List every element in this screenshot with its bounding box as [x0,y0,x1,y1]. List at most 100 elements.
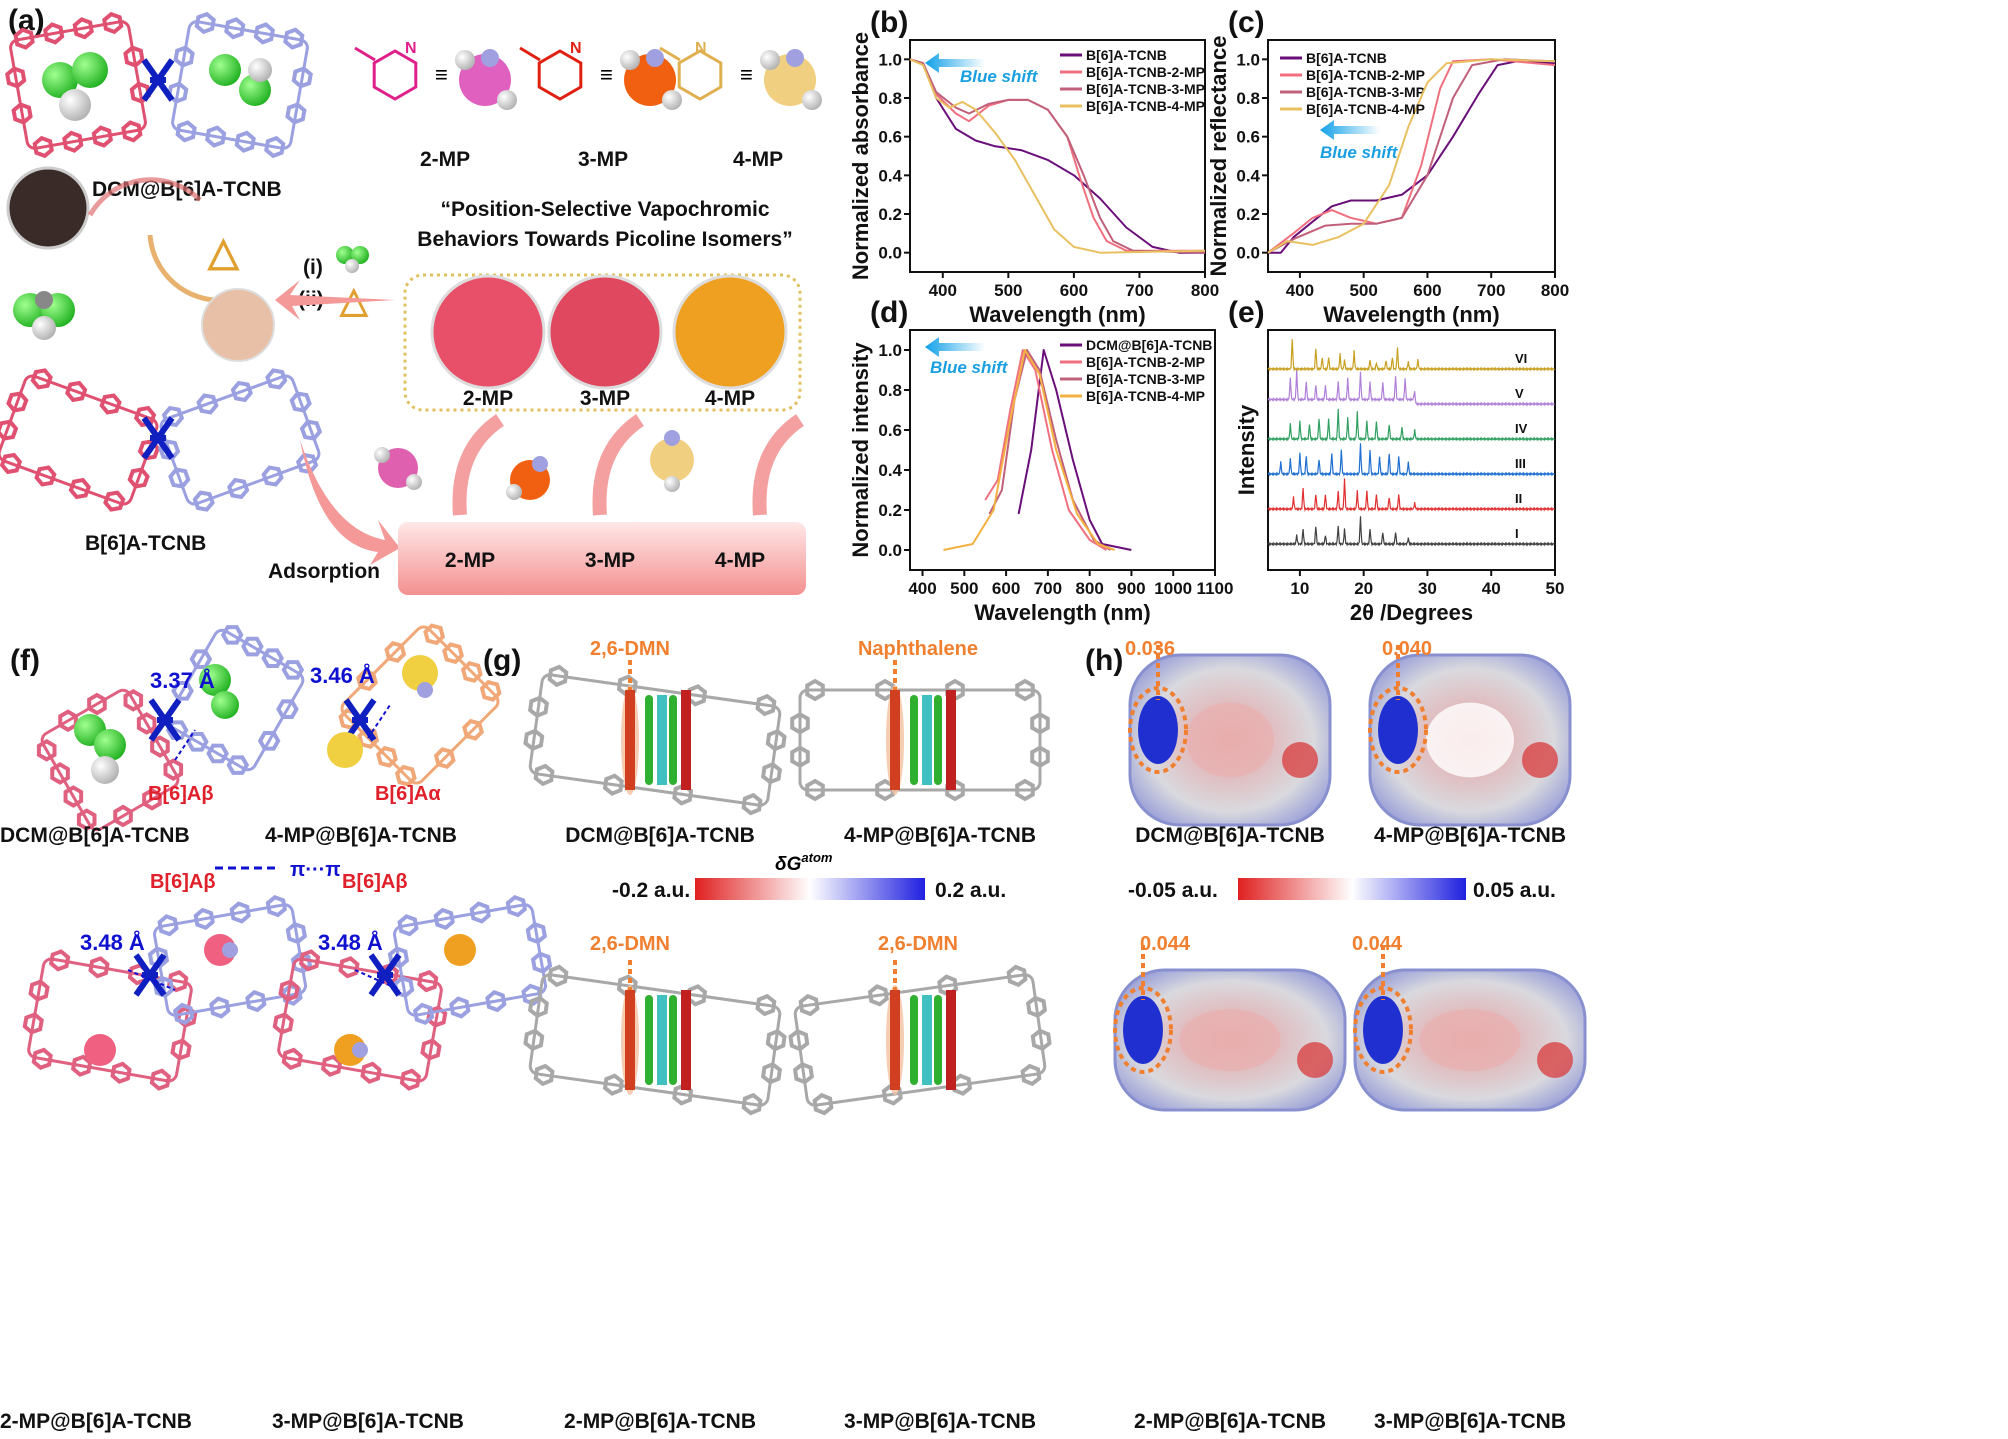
x-tick-label: 500 [1349,281,1377,300]
panel-g-label: (g) [483,644,521,677]
powder-label-4mp: 4-MP [705,387,755,410]
y-axis-label: Normalized intensity [848,342,873,558]
macrocycle [0,368,161,512]
series-line-1 [1017,349,1132,551]
atom-sphere [352,1042,368,1058]
legend-label: B[6]A-TCNB-3-MP [1086,81,1205,97]
guest-molecule [625,690,635,790]
x-axis-label: Wavelength (nm) [1323,302,1499,327]
y-tick-label: 0.0 [878,541,902,560]
x-tick-label: 800 [1541,281,1569,300]
guest-label-3: 2,6-DMN [590,933,670,955]
ring [1015,778,1035,802]
macrocycle [157,368,323,512]
isosurface [910,695,918,785]
x-tick-label: 30 [1418,579,1437,598]
chart-d: (d) 400 500 600 700 800 900 1000 1100 0.0 0.2 0.4 0.… [848,296,1233,625]
ring [805,778,825,802]
dcm-complex-structure [5,11,313,159]
caption-g-2: 4-MP@B[6]A-TCNB [844,824,1036,847]
ring [136,712,157,735]
esp-red-region [1297,1042,1333,1078]
ring [253,22,275,45]
y-tick-label: 0.6 [878,421,902,440]
ring [298,949,321,972]
ring [70,1054,93,1077]
legend-label: B[6]A-TCNB [1086,47,1167,63]
ring [30,368,53,390]
ring [433,907,455,930]
x-axis-label: Wavelength (nm) [974,600,1150,625]
ring [442,642,464,665]
distance-4: 3.48 Å [318,929,383,955]
x-tick-label: 700 [1125,281,1153,300]
pi-pi-contact [174,729,196,761]
panel-label: (b) [870,6,908,39]
ring [283,27,305,50]
plot-frame [1267,329,1556,571]
tcnb-icon [148,698,182,742]
isosurface [934,995,942,1085]
legend-label: B[6]A-TCNB-2-MP [1086,64,1205,80]
ring [224,17,246,40]
ring [755,993,777,1017]
ring [812,1092,834,1116]
esp-surface-2 [1368,645,1572,827]
atom-sphere [91,756,119,784]
x-tick-label: 500 [950,579,978,598]
guest-label-2: Naphthalene [858,638,978,660]
x-tick-label: 400 [1286,281,1314,300]
x-axis-label: 2θ /Degrees [1350,600,1473,625]
macrocycle-frame [528,673,782,807]
legend-label: B[6]A-TCNB-2-MP [1306,67,1425,83]
ring [320,1054,343,1077]
caption-f-1: DCM@B[6]A-TCNB [0,824,190,847]
atom-sphere [59,89,91,121]
atom-sphere [481,49,499,67]
ring [209,996,231,1019]
ring [281,660,305,680]
panel-label: (c) [1228,6,1265,39]
ring [102,11,124,35]
x-tick-label: 600 [1060,281,1088,300]
atom-sphere [72,52,108,88]
x-tick-label: 600 [1413,281,1441,300]
x-tick-label: 700 [1034,579,1062,598]
y-tick-label: 0.6 [878,128,902,147]
macrocycle-frame [340,625,500,785]
atom-sphere [444,934,476,966]
atom-sphere [239,74,271,106]
ring [413,1002,435,1026]
ring [547,964,569,988]
x-tick-label: 800 [1191,281,1219,300]
colorbar-g [695,878,925,900]
blue-shift-arrow-icon [1320,120,1380,140]
blue-shift-label: Blue shift [930,358,1009,377]
esp-surfaces [1113,645,1587,1112]
macrocycle-frame [793,973,1047,1107]
bar-label-4mp: 4-MP [715,549,765,572]
atom-sphere [94,729,126,761]
series-line-4 [909,58,1206,254]
x-tick-label: 50 [1546,579,1565,598]
ring [485,990,507,1013]
x-tick-label: 500 [994,281,1022,300]
host-label-1: B[6]Aβ [148,783,214,805]
trace-label: I [1515,526,1519,541]
ring [423,623,446,646]
esp-cavity [1186,702,1274,778]
macrocycle [167,11,313,159]
y-tick-label: 1.0 [878,50,902,69]
esp-blue-region [1378,696,1418,764]
x-tick-label: 1100 [1197,579,1234,598]
space-filling-4mp-icon [650,430,694,492]
atom-sphere [199,664,231,696]
panel-label: (e) [1228,296,1265,329]
esp-cavity [1179,1009,1281,1071]
tcnb-icon [141,416,175,460]
y-tick-label: 0.2 [1236,205,1260,224]
isomer-label-2mp: 2-MP [420,148,470,171]
guest-label-1: 2,6-DMN [590,638,670,660]
y-tick-label: 0.4 [878,461,902,480]
